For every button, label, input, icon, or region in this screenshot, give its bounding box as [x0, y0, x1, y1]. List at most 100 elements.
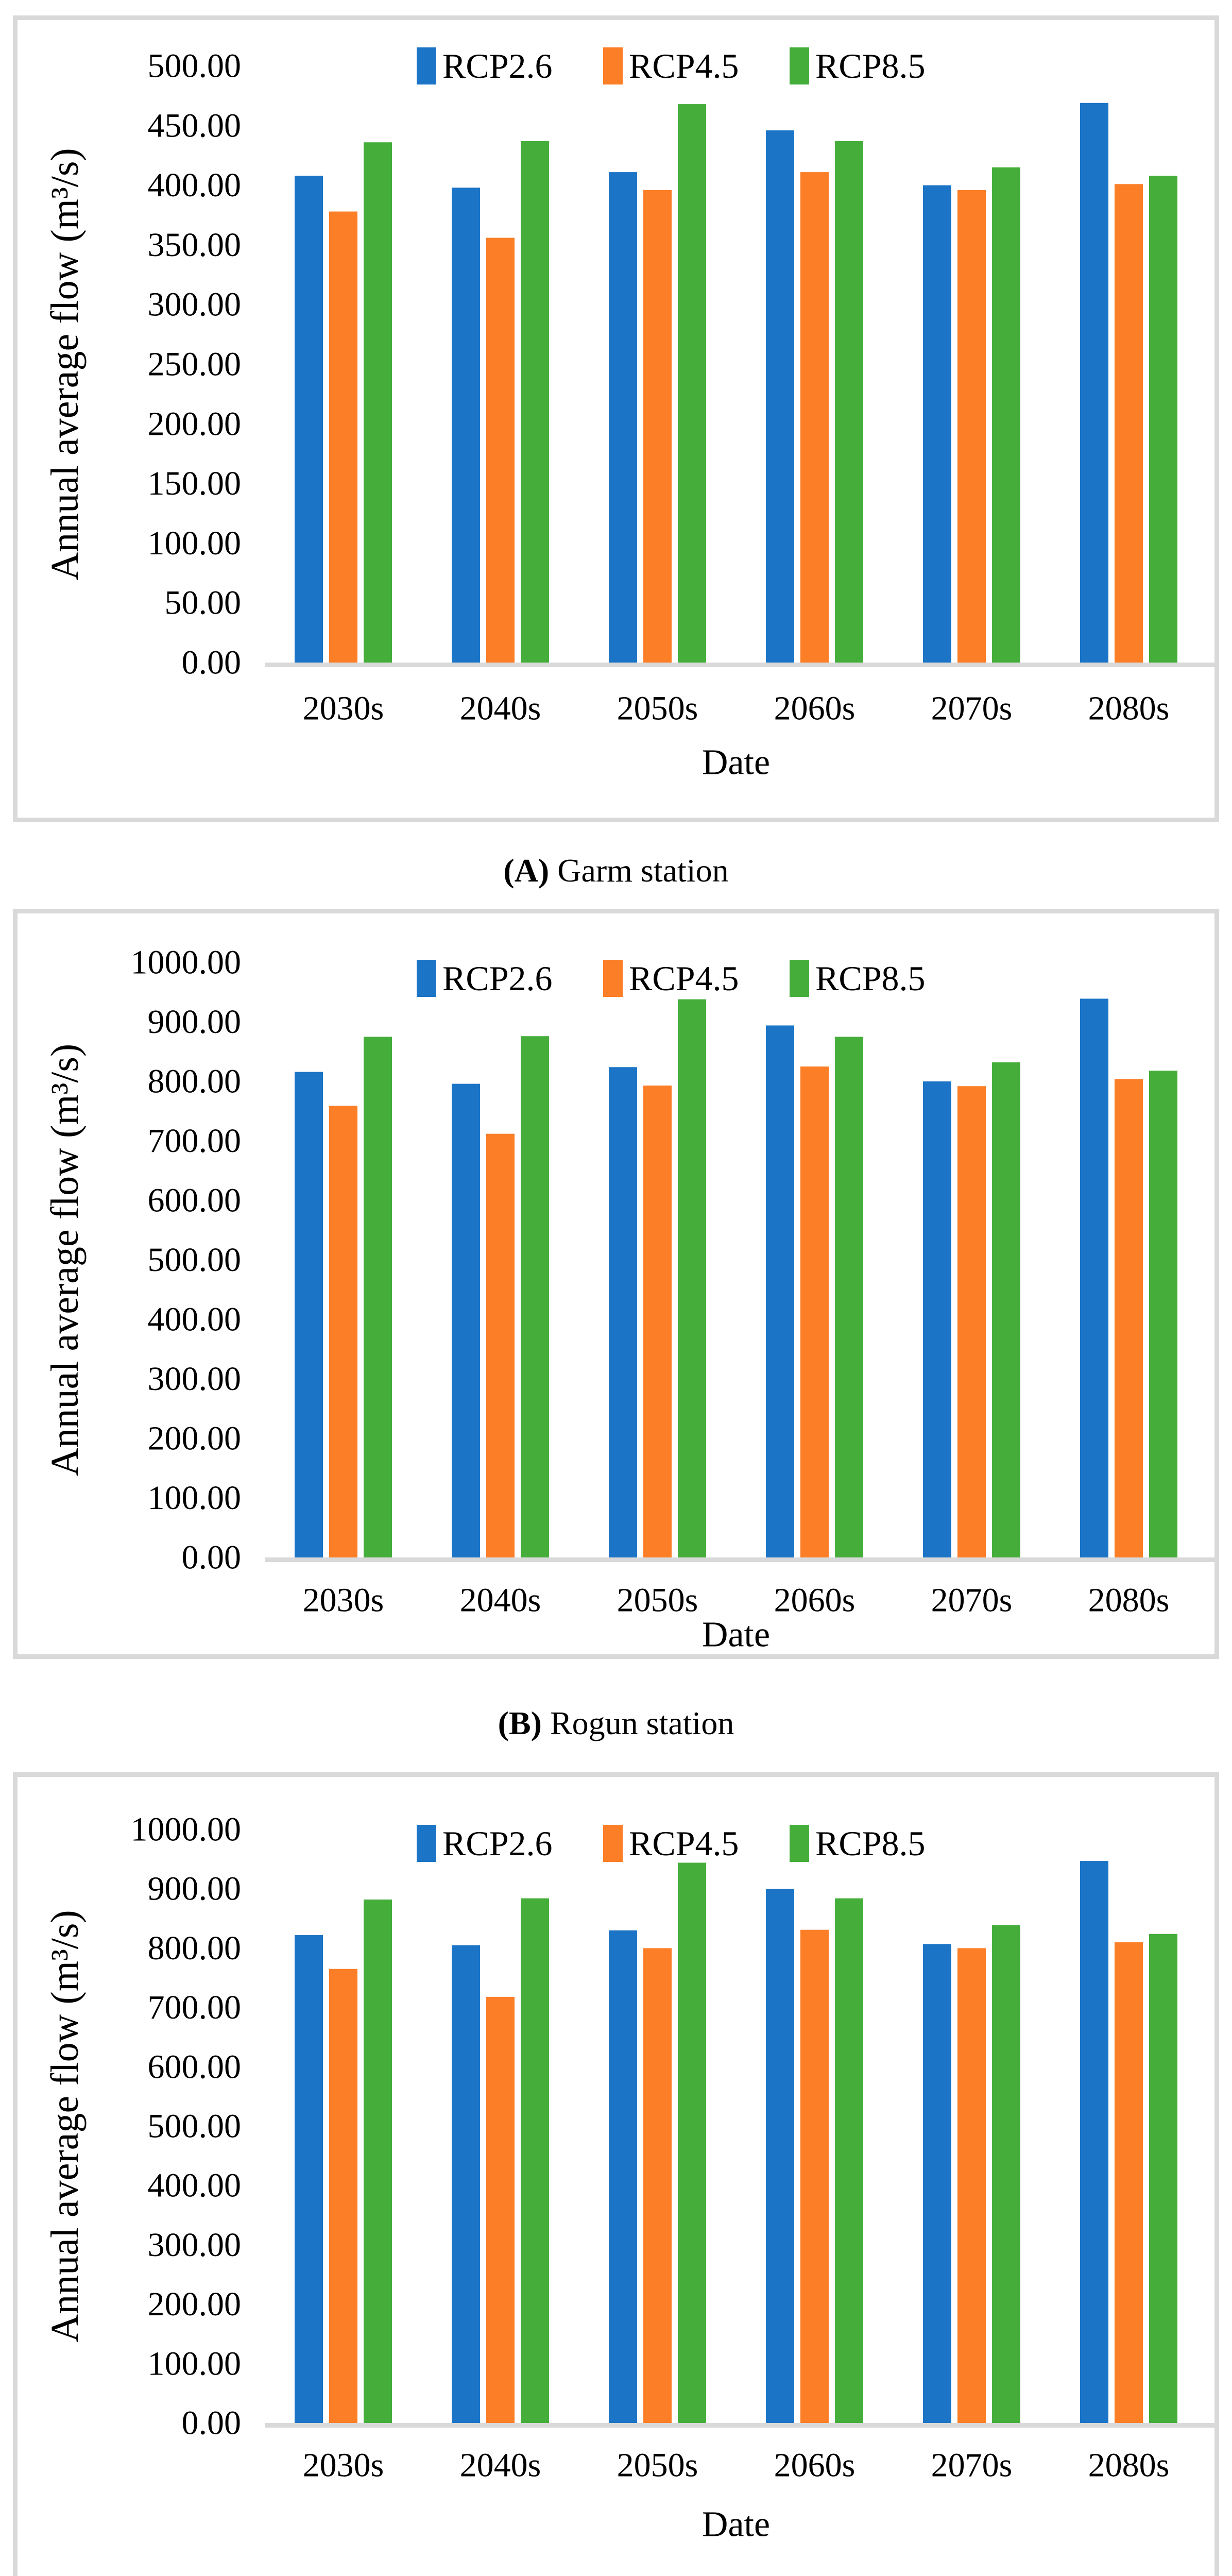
bar-chart-nurek: 0.00 100.00 200.00 300.00 400.00 500.00 600.00… — [43, 1811, 1214, 2545]
x-axis-title: Date — [702, 1615, 770, 1655]
x-tick-label-2070s: 2070s — [931, 1582, 1013, 1619]
legend-label-rcp8.5: RCP8.5 — [815, 959, 926, 998]
chart-panel-rogun: 0.00 100.00 200.00 300.00 400.00 500.00 600.00… — [13, 909, 1219, 1659]
y-tick-label-400.00: 400.00 — [148, 166, 242, 204]
caption-text-a: Garm station — [557, 852, 729, 889]
bar-rcp2.6-2060s — [766, 1025, 794, 1557]
bar-rcp8.5-2060s — [835, 1037, 863, 1557]
bar-rcp8.5-2080s — [1149, 1071, 1177, 1557]
bar-rcp2.6-2030s — [295, 1072, 323, 1557]
x-tick-label-2050s: 2050s — [617, 2447, 698, 2484]
bar-rcp4.5-2070s — [957, 1086, 986, 1557]
y-tick-label-900.00: 900.00 — [148, 1870, 242, 1908]
bar-rcp8.5-2070s — [992, 1925, 1020, 2423]
bar-rcp8.5-2060s — [835, 1898, 863, 2423]
x-tick-label-2030s: 2030s — [303, 2447, 384, 2484]
legend-marker-rcp4.5 — [603, 47, 623, 84]
bar-rcp8.5-2070s — [992, 167, 1020, 663]
legend-label-rcp4.5: RCP4.5 — [629, 1824, 739, 1863]
figure-caption-rogun: (B) Rogun station — [0, 1700, 1232, 1747]
x-tick-label-2030s: 2030s — [303, 1582, 384, 1619]
y-tick-label-200.00: 200.00 — [148, 405, 242, 443]
x-tick-label-2050s: 2050s — [617, 1582, 698, 1619]
y-tick-label-600.00: 600.00 — [148, 2048, 242, 2086]
bar-rcp8.5-2050s — [678, 999, 706, 1557]
figure-caption-garm: (A) Garm station — [0, 848, 1232, 894]
bar-rcp4.5-2080s — [1115, 184, 1143, 663]
bar-rcp2.6-2030s — [295, 176, 323, 663]
bar-rcp4.5-2060s — [800, 1929, 829, 2423]
x-tick-label-2080s: 2080s — [1088, 1582, 1170, 1619]
bar-rcp8.5-2030s — [364, 1037, 392, 1557]
bar-rcp8.5-2040s — [521, 141, 549, 663]
y-tick-label-900.00: 900.00 — [148, 1003, 242, 1041]
y-tick-label-0.00: 0.00 — [182, 2404, 242, 2442]
bar-rcp8.5-2040s — [521, 1036, 549, 1557]
y-tick-label-300.00: 300.00 — [148, 286, 242, 324]
x-axis-title: Date — [702, 743, 770, 783]
y-axis-title: Annual average flow (m³/s) — [43, 1910, 87, 2343]
bar-rcp8.5-2050s — [678, 104, 706, 663]
legend-marker-rcp2.6 — [417, 1825, 436, 1862]
x-tick-label-2050s: 2050s — [617, 690, 698, 727]
y-tick-label-800.00: 800.00 — [148, 1929, 242, 1967]
y-tick-label-50.00: 50.00 — [165, 584, 242, 622]
x-tick-label-2080s: 2080s — [1088, 690, 1170, 727]
legend-marker-rcp8.5 — [790, 47, 809, 84]
caption-label-a: (A) — [503, 852, 550, 889]
x-axis-line — [265, 1557, 1214, 1562]
legend-marker-rcp4.5 — [603, 1825, 623, 1862]
bar-rcp8.5-2030s — [364, 142, 392, 663]
bar-rcp8.5-2060s — [835, 141, 863, 663]
y-tick-label-350.00: 350.00 — [148, 226, 242, 264]
legend-label-rcp8.5: RCP8.5 — [815, 46, 926, 86]
y-tick-label-100.00: 100.00 — [148, 2345, 242, 2382]
y-tick-label-300.00: 300.00 — [148, 1360, 242, 1398]
x-tick-label-2080s: 2080s — [1088, 2447, 1170, 2484]
bar-chart-rogun: 0.00 100.00 200.00 300.00 400.00 500.00 600.00… — [43, 944, 1214, 1655]
y-tick-label-200.00: 200.00 — [148, 1420, 242, 1458]
y-tick-label-400.00: 400.00 — [148, 1301, 242, 1338]
bar-rcp4.5-2040s — [486, 238, 515, 663]
x-tick-label-2060s: 2060s — [774, 1582, 855, 1619]
bar-rcp4.5-2070s — [957, 1948, 986, 2423]
bar-rcp4.5-2040s — [486, 1996, 515, 2423]
legend-label-rcp2.6: RCP2.6 — [442, 1824, 553, 1863]
y-tick-label-500.00: 500.00 — [148, 47, 242, 85]
x-tick-label-2060s: 2060s — [774, 690, 855, 727]
legend-label-rcp4.5: RCP4.5 — [629, 46, 739, 86]
bar-chart-garm: 0.00 50.00 100.00 150.00 200.00 250.00 300.00 3… — [43, 46, 1214, 783]
bar-rcp8.5-2080s — [1149, 176, 1177, 663]
y-tick-label-1000.00: 1000.00 — [131, 1811, 242, 1849]
x-tick-label-2030s: 2030s — [303, 690, 384, 727]
x-axis-title: Date — [702, 2505, 770, 2545]
x-tick-label-2070s: 2070s — [931, 2447, 1013, 2484]
bar-rcp4.5-2040s — [486, 1133, 515, 1557]
y-tick-label-300.00: 300.00 — [148, 2226, 242, 2264]
y-tick-label-100.00: 100.00 — [148, 524, 242, 562]
y-axis-title: Annual average flow (m³/s) — [43, 148, 87, 581]
chart-panel-nurek: 0.00 100.00 200.00 300.00 400.00 500.00 600.00… — [13, 1772, 1219, 2576]
bar-rcp8.5-2070s — [992, 1062, 1020, 1557]
legend-marker-rcp2.6 — [417, 960, 436, 997]
legend-label-rcp8.5: RCP8.5 — [815, 1824, 926, 1863]
y-tick-label-100.00: 100.00 — [148, 1479, 242, 1517]
x-tick-label-2040s: 2040s — [460, 690, 541, 727]
bar-rcp2.6-2040s — [452, 1945, 480, 2423]
bar-rcp2.6-2070s — [923, 185, 951, 663]
x-axis-line — [265, 663, 1214, 667]
legend-marker-rcp8.5 — [790, 960, 809, 997]
bar-rcp4.5-2030s — [329, 211, 357, 663]
y-tick-label-1000.00: 1000.00 — [131, 944, 242, 981]
y-tick-label-600.00: 600.00 — [148, 1182, 242, 1219]
bar-rcp8.5-2030s — [364, 1899, 392, 2423]
bar-rcp4.5-2050s — [643, 1086, 672, 1557]
chart-panel-garm: 0.00 50.00 100.00 150.00 200.00 250.00 300.00 3… — [13, 15, 1219, 822]
legend-label-rcp2.6: RCP2.6 — [442, 959, 553, 998]
bar-rcp2.6-2080s — [1080, 103, 1108, 663]
y-tick-label-250.00: 250.00 — [148, 346, 242, 383]
x-tick-label-2040s: 2040s — [460, 1582, 541, 1619]
bar-rcp2.6-2030s — [295, 1935, 323, 2423]
bar-rcp4.5-2080s — [1115, 1942, 1143, 2423]
